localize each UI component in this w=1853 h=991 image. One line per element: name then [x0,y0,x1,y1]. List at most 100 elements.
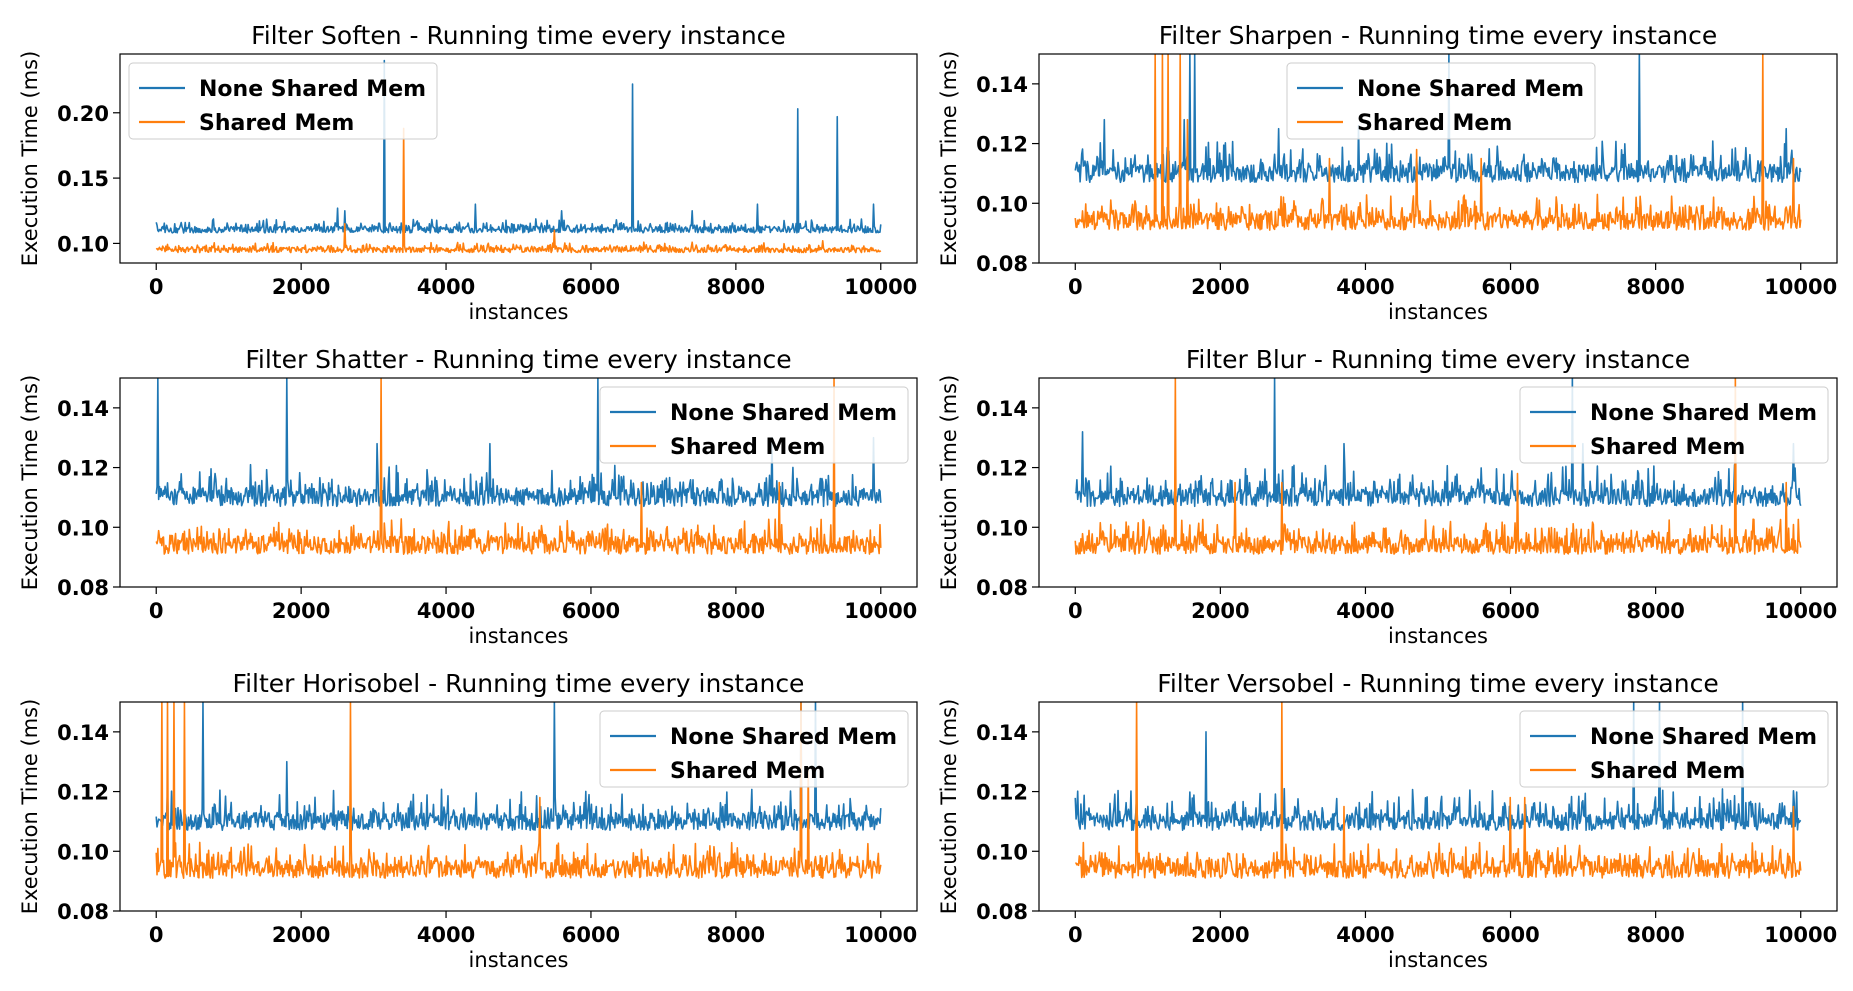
x-axis-label: instances [469,624,569,648]
legend-entry: None Shared Mem [1590,725,1817,750]
x-tick-label: 6000 [562,275,620,299]
x-tick-label: 8000 [707,599,765,623]
x-tick-label: 0 [149,923,164,947]
legend-entry: None Shared Mem [670,725,897,750]
x-tick-label: 0 [149,275,164,299]
x-axis-label: instances [1388,624,1488,648]
series-line-none-shared-mem [155,702,882,832]
y-tick-label: 0.08 [976,900,1028,924]
x-tick-label: 2000 [272,599,330,623]
y-axis-label: Execution Time (ms) [937,699,961,915]
legend-entry: None Shared Mem [1357,77,1584,102]
legend-box [1519,710,1829,788]
x-tick-label: 4000 [417,275,475,299]
x-tick-label: 6000 [1481,275,1539,299]
series-line-none-shared-mem [1074,702,1802,832]
plot-frame [1038,701,1838,912]
chart-panel-5: 0 2000 4000 6000 8000 10000 0.08 0.10 0.12 0.14 Fi… [18,669,918,972]
legend-entry: Shared Mem [1590,759,1745,784]
series-line-shared-mem [1075,702,1802,879]
y-tick-label: 0.10 [57,516,109,540]
plot-frame [119,53,918,264]
x-tick-label: 8000 [707,275,765,299]
series-line-none-shared-mem [1074,378,1802,508]
x-axis-label: instances [1388,948,1488,972]
y-tick-label: 0.20 [57,102,109,126]
legend-box [1519,386,1829,464]
x-tick-label: 2000 [272,923,330,947]
chart-panel-4: 0 2000 4000 6000 8000 10000 0.08 0.10 0.12 0.14 Fi… [937,345,1838,648]
legend-entry: Shared Mem [1590,435,1745,460]
legend-entry: Shared Mem [670,435,825,460]
x-axis-label: instances [1388,300,1488,324]
y-tick-label: 0.10 [57,232,109,256]
x-tick-label: 8000 [707,923,765,947]
x-tick-label: 4000 [417,599,475,623]
plot-frame [1038,377,1838,588]
legend: None Shared Mem Shared Mem [599,710,909,788]
chart-title: Filter Shatter - Running time every inst… [245,345,791,374]
y-tick-label: 0.10 [976,192,1028,216]
legend: None Shared Mem Shared Mem [1286,62,1596,140]
y-axis-label: Execution Time (ms) [18,699,42,915]
chart-title: Filter Blur - Running time every instanc… [1186,345,1690,374]
series-line-none-shared-mem [1074,54,1802,184]
y-axis-label: Execution Time (ms) [18,375,42,591]
y-tick-label: 0.12 [57,781,109,805]
series-line-shared-mem [1074,54,1802,231]
x-tick-label: 10000 [1764,275,1837,299]
series-line-shared-mem [155,127,882,254]
y-tick-label: 0.10 [976,516,1028,540]
legend-entry: Shared Mem [1357,111,1512,136]
chart-panel-1: 0 2000 4000 6000 8000 10000 0.10 0.15 0.20 Filter… [18,21,918,324]
legend: None Shared Mem Shared Mem [1519,386,1829,464]
legend-entry: None Shared Mem [670,401,897,426]
legend-entry: None Shared Mem [199,77,426,102]
x-tick-label: 4000 [1336,599,1394,623]
x-tick-label: 6000 [1481,599,1539,623]
x-tick-label: 8000 [1626,599,1684,623]
x-tick-label: 2000 [1191,923,1249,947]
plot-frame [119,377,918,588]
y-tick-label: 0.12 [976,781,1028,805]
x-tick-label: 0 [1068,275,1083,299]
x-tick-label: 0 [1068,599,1083,623]
x-tick-label: 0 [149,599,164,623]
y-axis-label: Execution Time (ms) [937,51,961,267]
x-tick-label: 2000 [1191,599,1249,623]
y-tick-label: 0.14 [976,721,1028,745]
x-tick-label: 6000 [562,923,620,947]
y-tick-label: 0.08 [57,900,109,924]
series-line-shared-mem [155,378,882,555]
x-axis-label: instances [469,300,569,324]
legend-box [1286,62,1596,140]
y-tick-label: 0.14 [976,73,1028,97]
legend-box [599,710,909,788]
x-tick-label: 2000 [1191,275,1249,299]
x-tick-label: 4000 [1336,923,1394,947]
x-axis-label: instances [469,948,569,972]
y-tick-label: 0.08 [57,576,109,600]
y-tick-label: 0.08 [976,576,1028,600]
series-line-shared-mem [155,702,882,879]
x-tick-label: 4000 [417,923,475,947]
legend-box [128,62,438,140]
chart-title: Filter Sharpen - Running time every inst… [1159,21,1717,50]
chart-title: Filter Versobel - Running time every ins… [1157,669,1718,698]
legend: None Shared Mem Shared Mem [599,386,909,464]
x-tick-label: 8000 [1626,923,1684,947]
x-tick-label: 2000 [272,275,330,299]
chart-panel-2: 0 2000 4000 6000 8000 10000 0.08 0.10 0.12 0.14 Fi… [937,21,1838,324]
chart-title: Filter Horisobel - Running time every in… [233,669,805,698]
series-line-shared-mem [1074,378,1802,555]
y-tick-label: 0.14 [57,397,109,421]
y-tick-label: 0.14 [57,721,109,745]
legend-box [599,386,909,464]
chart-panel-3: 0 2000 4000 6000 8000 10000 0.08 0.10 0.12 0.14 Fi… [18,345,918,648]
x-tick-label: 6000 [1481,923,1539,947]
x-tick-label: 8000 [1626,275,1684,299]
y-tick-label: 0.14 [976,397,1028,421]
legend-entry: Shared Mem [670,759,825,784]
